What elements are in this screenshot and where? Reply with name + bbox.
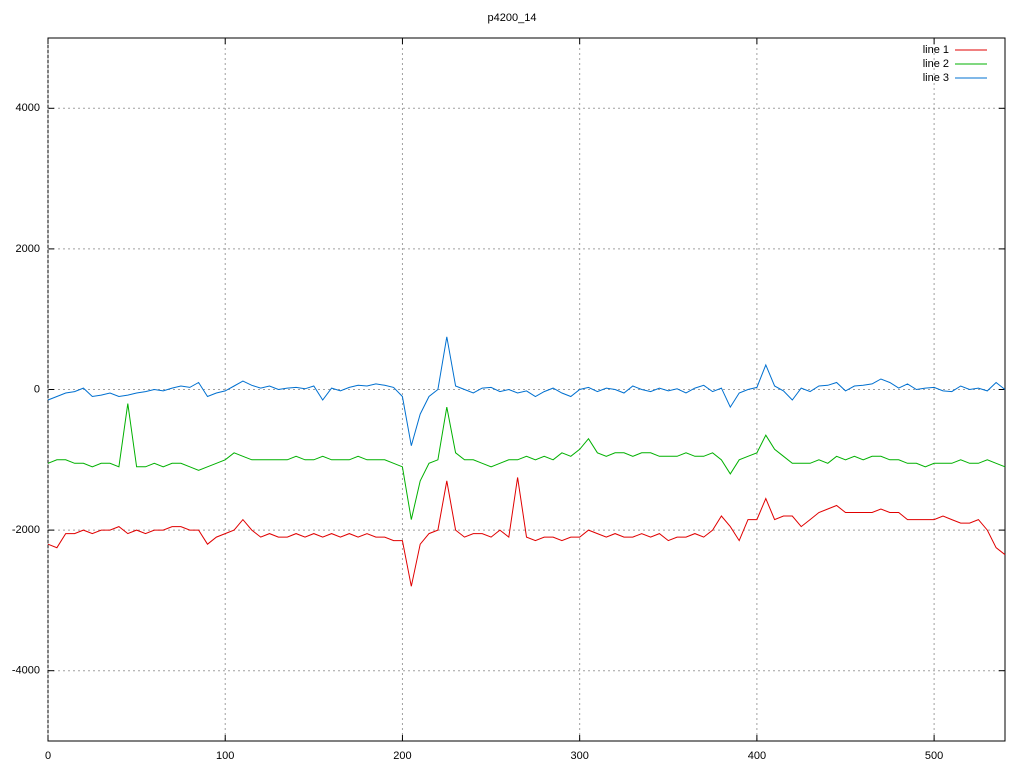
legend-label: line 2	[923, 58, 949, 70]
data-line	[47, 403, 1006, 520]
x-tick-label: 200	[393, 750, 411, 762]
x-tick-label: 500	[925, 750, 943, 762]
data-line	[47, 336, 1006, 446]
y-tick-label: 4000	[16, 102, 40, 114]
y-tick-label: 0	[34, 383, 40, 395]
y-tick-label: -2000	[12, 524, 40, 536]
y-tick-label: -4000	[12, 665, 40, 677]
chart-title: p4200_14	[488, 12, 537, 24]
data-line	[47, 477, 1006, 587]
legend-label: line 3	[923, 72, 949, 84]
x-tick-label: 400	[748, 750, 766, 762]
x-tick-label: 0	[45, 750, 51, 762]
x-tick-label: 300	[570, 750, 588, 762]
y-tick-label: 2000	[16, 243, 40, 255]
x-tick-label: 100	[216, 750, 234, 762]
legend-label: line 1	[923, 44, 949, 56]
plot-border	[47, 37, 1006, 742]
